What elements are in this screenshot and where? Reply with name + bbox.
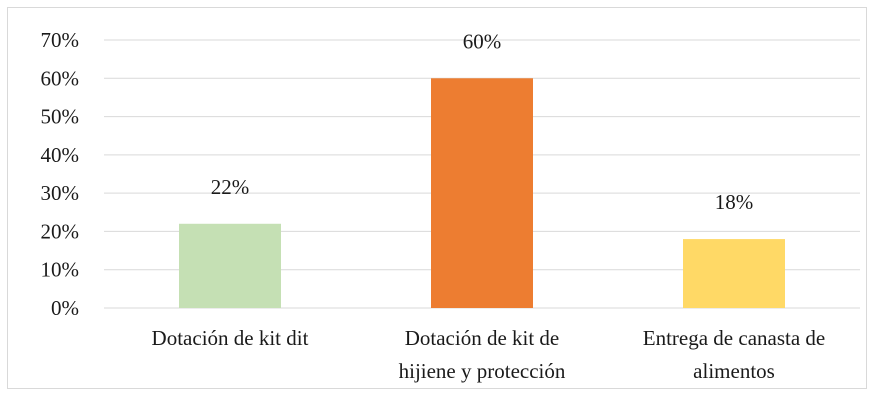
y-tick-label: 70% <box>41 28 80 52</box>
data-label: 18% <box>715 190 754 214</box>
data-label: 22% <box>211 175 250 199</box>
category-label: Dotación de kit dit <box>152 326 309 350</box>
y-tick-label: 50% <box>41 105 80 129</box>
y-tick-label: 0% <box>51 296 79 320</box>
category-label: alimentos <box>693 359 775 383</box>
bar <box>179 223 281 308</box>
y-tick-label: 60% <box>41 66 80 90</box>
category-label: Dotación de kit de <box>405 326 560 350</box>
bar <box>683 239 785 308</box>
category-label: Entrega de canasta de <box>643 326 825 350</box>
y-tick-label: 30% <box>41 181 80 205</box>
y-tick-label: 40% <box>41 143 80 167</box>
bar <box>431 78 533 309</box>
y-tick-label: 20% <box>41 219 80 243</box>
category-label: hijiene y protección <box>399 359 566 383</box>
y-tick-label: 10% <box>41 258 80 282</box>
data-label: 60% <box>463 29 502 53</box>
